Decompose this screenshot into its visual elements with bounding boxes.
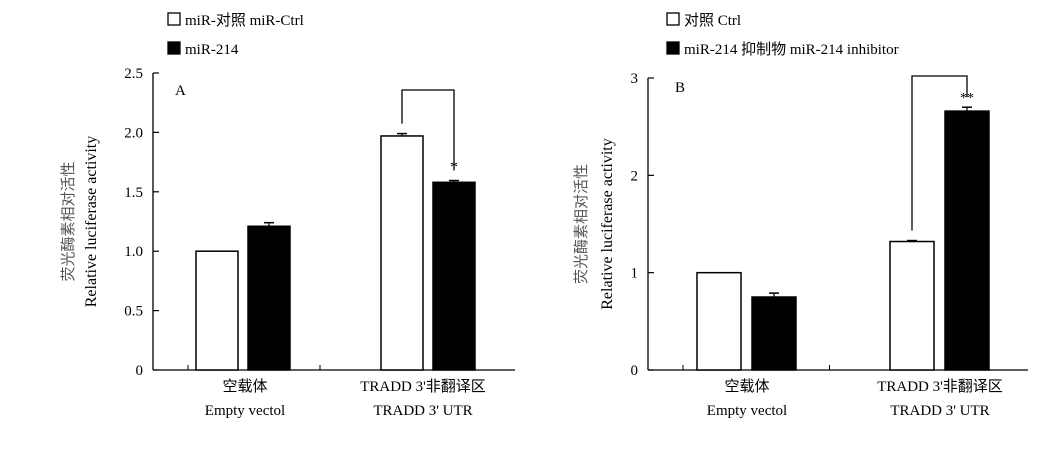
panel-0-y-axis-title-cn: 荧光酶素相对活性	[60, 161, 77, 281]
panel-0-bar	[432, 181, 476, 371]
panel-1-y-axis-title-cn: 荧光酶素相对活性	[573, 164, 590, 284]
panel-0-significance-mark: *	[450, 159, 458, 176]
panel-1-bar	[889, 240, 935, 371]
panel-1-bar	[696, 271, 742, 371]
panel-0-legend-label: miR-对照 miR-Ctrl	[185, 12, 304, 29]
panel-0-y-tick-label: 1.5	[124, 185, 143, 201]
panel-1-legend-label: miR-214 抑制物 miR-214 inhibitor	[684, 41, 899, 58]
panel-1-y-tick-label: 1	[631, 266, 639, 282]
panel-1-legend-label: 对照 Ctrl	[684, 12, 741, 29]
panel-0-category-label-cn: 空载体	[222, 378, 267, 395]
panel-1-legend-swatch	[666, 12, 680, 26]
panel-1-y-tick-label: 3	[631, 71, 639, 87]
panel-0-y-tick-label: 1.0	[124, 244, 143, 260]
panel-0-category-label-en: TRADD 3' UTR	[373, 403, 472, 419]
panel-0-bar	[380, 135, 424, 371]
panel-0-y-tick-label: 2.5	[124, 66, 143, 82]
panel-0-category-label-cn: TRADD 3'非翻译区	[360, 378, 486, 395]
panel-1-bar	[944, 110, 990, 371]
panel-0-y-tick-label: 2.0	[124, 125, 143, 141]
panel-0-label: A	[175, 83, 186, 99]
panel-1-significance-mark: **	[960, 91, 974, 106]
panel-0-bar	[195, 250, 239, 371]
panel-1-y-tick-label: 0	[631, 363, 639, 379]
panel-1-bar	[751, 296, 797, 371]
panel-0-significance-bracket	[401, 89, 455, 171]
panel-1-significance-bracket	[911, 75, 968, 231]
panel-0-legend-swatch	[167, 12, 181, 26]
panel-0-y-tick-label: 0	[136, 363, 144, 379]
panel-1-category-label-cn: TRADD 3'非翻译区	[877, 378, 1003, 395]
panel-1-category-label-en: Empty vectol	[707, 403, 787, 419]
panel-1-y-tick-label: 2	[631, 168, 639, 184]
panel-0-y-tick-label: 0.5	[124, 304, 143, 320]
panel-0-legend-swatch	[167, 41, 181, 55]
panel-1-legend-swatch	[666, 41, 680, 55]
panel-0-bar	[247, 225, 291, 371]
panel-1-y-axis-title-en: Relative luciferase activity	[599, 138, 616, 309]
panel-1-category-label-cn: 空载体	[724, 378, 769, 395]
panel-0-category-label-en: Empty vectol	[205, 403, 285, 419]
panel-1-category-label-en: TRADD 3' UTR	[890, 403, 989, 419]
panel-0-legend-label: miR-214	[185, 42, 239, 58]
panel-1-label: B	[675, 80, 685, 96]
panel-0-y-axis-title-en: Relative luciferase activity	[83, 136, 100, 307]
